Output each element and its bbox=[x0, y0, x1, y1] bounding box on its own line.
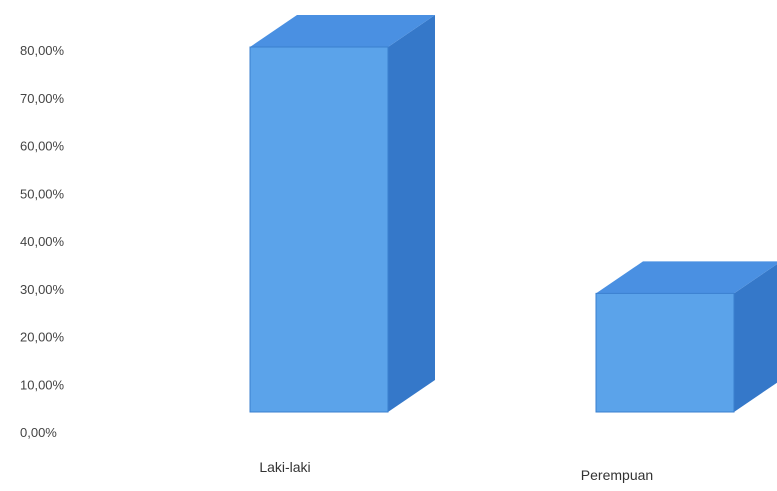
y-tick-label: 30,00% bbox=[20, 282, 65, 297]
x-category-label: Laki-laki bbox=[259, 459, 310, 475]
bar-front-face bbox=[595, 292, 735, 413]
y-tick-label: 40,00% bbox=[20, 234, 65, 249]
x-category-label: Perempuan bbox=[581, 467, 653, 483]
y-tick-label: 0,00% bbox=[20, 425, 57, 440]
y-tick-label: 60,00% bbox=[20, 139, 65, 154]
y-tick-label: 50,00% bbox=[20, 186, 65, 201]
bars bbox=[249, 15, 777, 413]
bar-top-face bbox=[596, 261, 777, 294]
y-axis-ticks: 0,00% 10,00% 20,00% 30,00% 40,00% 50,00% 60,00… bbox=[20, 43, 65, 440]
bar-perempuan bbox=[595, 261, 777, 413]
bar-laki-laki bbox=[249, 15, 435, 413]
bar-side-face bbox=[734, 264, 777, 412]
y-tick-label: 20,00% bbox=[20, 330, 65, 345]
x-axis-labels: Laki-laki Perempuan bbox=[259, 459, 653, 483]
y-tick-label: 10,00% bbox=[20, 377, 65, 392]
bar-front-face bbox=[249, 46, 389, 413]
y-tick-label: 80,00% bbox=[20, 43, 65, 58]
bar-top-face bbox=[250, 15, 435, 47]
bar-side-face bbox=[388, 15, 435, 412]
y-tick-label: 70,00% bbox=[20, 91, 65, 106]
